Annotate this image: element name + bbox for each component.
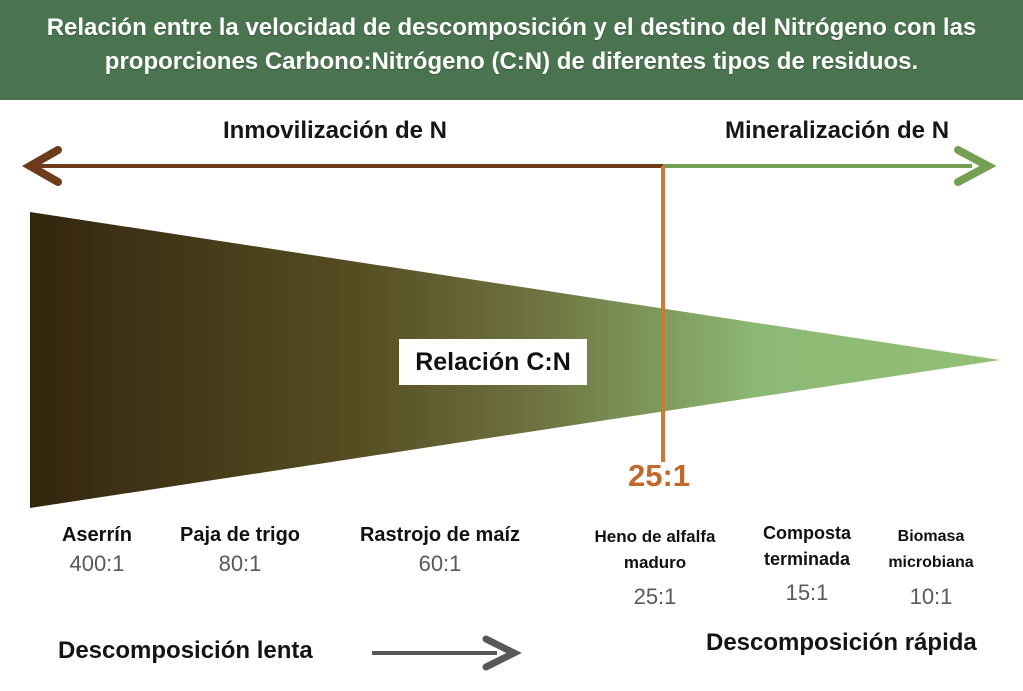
fast-decomposition-label: Descomposición rápida — [706, 629, 977, 656]
cn-ratio-label: Relación C:N — [415, 347, 571, 376]
threshold-value-label: 25:1 — [627, 458, 691, 493]
right-arrowhead-icon — [954, 146, 997, 186]
material-ratio: 15:1 — [785, 580, 829, 605]
material-ratio: 400:1 — [69, 551, 125, 576]
material-rastrojo-de-maiz: Rastrojo de maíz 60:1 — [325, 522, 555, 577]
material-name: Biomasa microbiana — [888, 528, 974, 571]
material-biomasa-microbiana: Biomasa microbiana 10:1 — [862, 524, 1000, 610]
speed-arrowhead-icon — [482, 635, 522, 671]
material-name: Aserrín — [61, 524, 133, 546]
material-ratio: 25:1 — [633, 584, 677, 609]
material-ratio: 60:1 — [418, 551, 462, 576]
material-composta-terminada: Composta terminada 15:1 — [738, 520, 876, 606]
mineralization-label: Mineralización de N — [724, 117, 950, 144]
page-title-line2: proporciones Carbono:Nitrógeno (C:N) de … — [104, 48, 919, 75]
material-name: Paja de trigo — [179, 524, 301, 546]
material-ratio: 80:1 — [218, 551, 262, 576]
material-paja-de-trigo: Paja de trigo 80:1 — [150, 522, 330, 577]
material-name: Rastrojo de maíz — [359, 524, 521, 546]
cn-ratio-label-box: Relación C:N — [399, 339, 587, 385]
material-name: Composta terminada — [762, 523, 851, 569]
material-ratio: 10:1 — [909, 584, 953, 609]
immobilization-label: Inmovilización de N — [222, 117, 448, 144]
material-name: Heno de alfalfa maduro — [594, 527, 716, 572]
slow-decomposition-label: Descomposición lenta — [58, 637, 313, 664]
material-aserrin: Aserrín 400:1 — [37, 522, 157, 577]
page-title-line1: Relación entre la velocidad de descompos… — [46, 14, 977, 41]
material-heno-de-alfalfa: Heno de alfalfa maduro 25:1 — [575, 524, 735, 610]
title-banner: Relación entre la velocidad de descompos… — [0, 0, 1023, 100]
left-arrowhead-icon — [21, 146, 62, 186]
